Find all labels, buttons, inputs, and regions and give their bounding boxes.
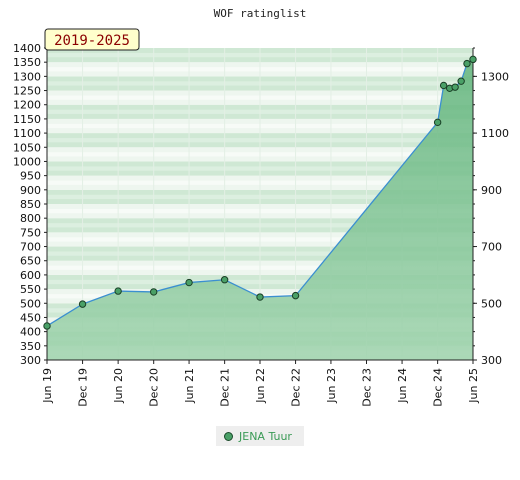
x-tick-label: Dec 19 bbox=[77, 368, 90, 407]
y-tick-label-right: 1300 bbox=[481, 70, 509, 83]
x-tick-label: Dec 21 bbox=[219, 368, 232, 407]
y-tick-label-left: 450 bbox=[20, 311, 41, 324]
chart-title: WOF ratinglist bbox=[214, 7, 307, 20]
data-point bbox=[185, 278, 193, 287]
y-tick-label-left: 550 bbox=[20, 283, 41, 296]
y-tick-label-left: 1350 bbox=[13, 56, 41, 69]
y-tick-label-left: 1150 bbox=[13, 113, 41, 126]
data-point bbox=[43, 322, 51, 330]
y-tick-label-left: 600 bbox=[20, 269, 41, 282]
y-tick-label-right: 900 bbox=[481, 184, 502, 197]
x-tick-label: Jun 20 bbox=[112, 368, 125, 404]
y-tick-label-left: 650 bbox=[20, 255, 41, 268]
y-tick-label-left: 850 bbox=[20, 198, 41, 211]
y-tick-label-left: 1050 bbox=[13, 141, 41, 154]
x-tick-label: Jun 21 bbox=[183, 368, 196, 404]
y-tick-label-left: 300 bbox=[20, 354, 41, 367]
x-tick-label: Dec 22 bbox=[290, 368, 303, 407]
x-tick-label: Dec 20 bbox=[148, 368, 161, 407]
data-point bbox=[220, 276, 229, 284]
data-point bbox=[439, 81, 448, 90]
data-point bbox=[463, 59, 471, 68]
data-point bbox=[256, 293, 264, 301]
y-tick-label-left: 1300 bbox=[13, 70, 41, 83]
data-point bbox=[457, 77, 465, 85]
y-tick-label-left: 350 bbox=[20, 340, 41, 353]
x-tick-label: Dec 23 bbox=[361, 368, 374, 407]
y-tick-label-left: 1200 bbox=[13, 99, 41, 112]
legend: JENA Tuur bbox=[216, 426, 304, 446]
y-tick-label-left: 1400 bbox=[13, 42, 41, 55]
y-tick-label-left: 1250 bbox=[13, 85, 41, 98]
y-tick-label-right: 300 bbox=[481, 354, 502, 367]
y-tick-label-left: 1100 bbox=[13, 127, 41, 140]
y-tick-label-right: 1100 bbox=[481, 127, 509, 140]
data-point bbox=[291, 291, 300, 300]
data-points bbox=[43, 55, 477, 330]
y-tick-label-left: 800 bbox=[20, 212, 41, 225]
year-range-badge-text: 2019-2025 bbox=[54, 33, 130, 49]
area-fill bbox=[47, 59, 473, 360]
year-range-badge: 2019-2025 bbox=[44, 28, 140, 51]
y-tick-label-right: 700 bbox=[481, 241, 502, 254]
y-tick-label-left: 750 bbox=[20, 226, 41, 239]
x-tick-label: Dec 24 bbox=[432, 368, 445, 407]
y-tick-label-left: 900 bbox=[20, 184, 41, 197]
axes: 3003504004505005506006507007508008509009… bbox=[13, 42, 509, 407]
x-tick-label: Jun 24 bbox=[396, 368, 409, 404]
data-point bbox=[78, 300, 87, 308]
y-tick-label-right: 500 bbox=[481, 297, 502, 310]
y-tick-label-left: 500 bbox=[20, 297, 41, 310]
y-tick-label-left: 700 bbox=[20, 241, 41, 254]
data-point bbox=[149, 288, 158, 296]
y-tick-label-left: 400 bbox=[20, 326, 41, 339]
y-tick-label-left: 1000 bbox=[13, 155, 41, 168]
x-tick-label: Jun 22 bbox=[254, 368, 267, 404]
y-tick-label-left: 950 bbox=[20, 170, 41, 183]
legend-marker bbox=[224, 431, 233, 441]
x-tick-label: Jun 25 bbox=[467, 368, 480, 404]
data-point bbox=[451, 83, 459, 91]
x-tick-label: Jun 23 bbox=[325, 368, 338, 404]
x-tick-label: Jun 19 bbox=[41, 368, 54, 404]
data-point bbox=[433, 118, 442, 127]
data-point bbox=[469, 55, 477, 64]
legend-label: JENA Tuur bbox=[239, 429, 292, 443]
data-point bbox=[114, 287, 122, 295]
